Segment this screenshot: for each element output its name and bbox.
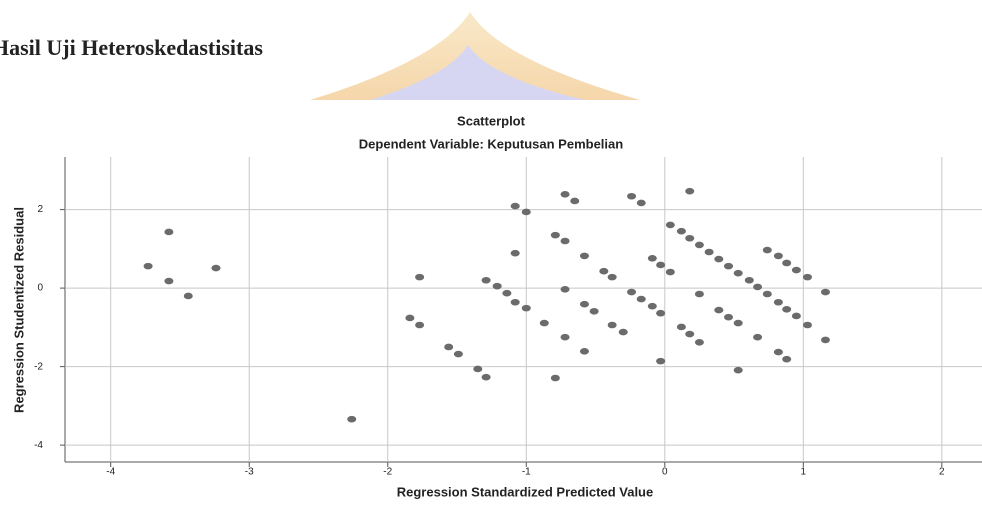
point [444, 344, 453, 351]
point [782, 306, 791, 313]
point [695, 339, 704, 346]
point [454, 351, 463, 358]
point [580, 348, 589, 355]
heading: Hasil Uji Heteroskedastisitas [0, 35, 263, 60]
point [734, 320, 743, 327]
x-tick-label: -4 [106, 467, 115, 478]
point [482, 374, 491, 381]
point [164, 229, 173, 236]
point [705, 249, 714, 256]
point [821, 337, 830, 344]
point [763, 247, 772, 254]
point [599, 268, 608, 275]
point [792, 313, 801, 320]
point [627, 289, 636, 296]
point [211, 265, 220, 272]
point [774, 253, 783, 260]
y-tick-label: 0 [37, 283, 43, 294]
point [522, 305, 531, 312]
x-tick-label: 0 [662, 467, 668, 478]
point [415, 322, 424, 329]
point [695, 242, 704, 249]
x-tick-label: -3 [245, 467, 254, 478]
point [677, 324, 686, 331]
point [511, 250, 520, 257]
chart-subtitle: Dependent Variable: Keputusan Pembelian [359, 136, 623, 151]
point [714, 256, 723, 263]
point [821, 289, 830, 296]
point [619, 329, 628, 336]
point [347, 416, 356, 423]
point [685, 235, 694, 242]
point [482, 277, 491, 284]
y-tick-label: -2 [34, 361, 43, 372]
point [551, 375, 560, 382]
watermark [310, 12, 640, 100]
y-tick-label: 2 [37, 204, 43, 215]
point [590, 308, 599, 315]
point [763, 291, 772, 298]
point [415, 274, 424, 281]
point [184, 293, 193, 300]
point [685, 331, 694, 338]
point [637, 200, 646, 207]
point [677, 228, 686, 235]
point [734, 367, 743, 374]
point [685, 188, 694, 195]
point [570, 198, 579, 205]
point [502, 290, 511, 297]
point [511, 299, 520, 306]
point [637, 296, 646, 303]
point [753, 334, 762, 341]
point [666, 269, 675, 276]
point [656, 262, 665, 269]
point [774, 299, 783, 306]
x-tick-label: 1 [801, 467, 807, 478]
point [561, 286, 570, 293]
point [666, 222, 675, 229]
point [656, 310, 665, 317]
y-tick-label: -4 [34, 440, 43, 451]
point [144, 263, 153, 270]
point [608, 274, 617, 281]
point [745, 277, 754, 284]
point [551, 232, 560, 239]
point [656, 358, 665, 365]
point [782, 356, 791, 363]
point [522, 209, 531, 216]
point [405, 315, 414, 322]
x-tick-label: 2 [939, 467, 945, 478]
point [792, 267, 801, 274]
point [608, 322, 617, 329]
point [561, 191, 570, 198]
point [803, 274, 812, 281]
point [511, 203, 520, 210]
point [648, 303, 657, 310]
page: Hasil Uji Heteroskedastisitas Scatterplo… [0, 0, 982, 505]
x-tick-label: -2 [383, 467, 392, 478]
point [580, 253, 589, 260]
point [753, 284, 762, 291]
point [540, 320, 549, 327]
point [782, 260, 791, 267]
point [734, 270, 743, 277]
point [724, 314, 733, 321]
point [724, 263, 733, 270]
point [580, 301, 589, 308]
point [648, 255, 657, 262]
chart-title: Scatterplot [457, 113, 526, 128]
x-axis-label: Regression Standardized Predicted Value [397, 484, 653, 499]
point [774, 349, 783, 356]
point [561, 334, 570, 341]
point [164, 278, 173, 285]
point [803, 322, 812, 329]
point [493, 283, 502, 290]
x-tick-label: -1 [522, 467, 531, 478]
point [561, 238, 570, 245]
point [695, 291, 704, 298]
point [627, 193, 636, 200]
point [714, 307, 723, 314]
y-axis-label: Regression Studentized Residual [11, 207, 26, 413]
point [473, 366, 482, 373]
